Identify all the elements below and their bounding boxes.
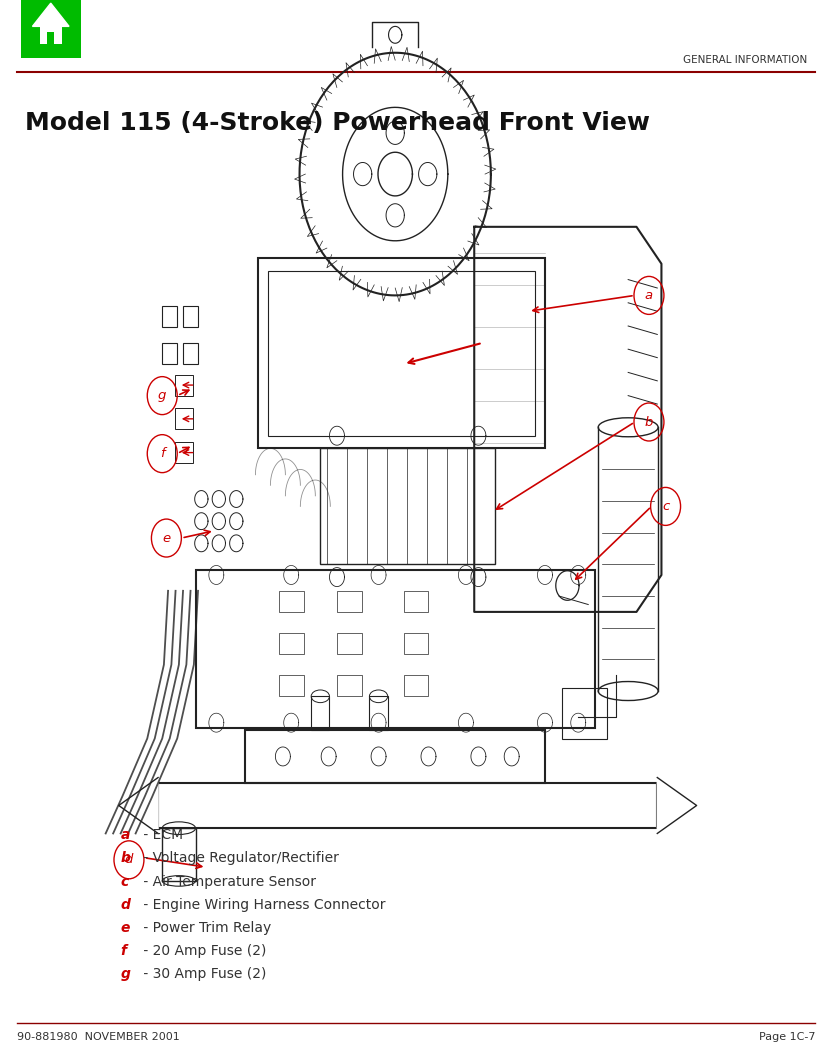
Bar xyxy=(369,696,388,730)
Bar xyxy=(175,442,193,463)
Text: - Power Trim Relay: - Power Trim Relay xyxy=(139,921,271,935)
Bar xyxy=(175,408,193,429)
Text: g: g xyxy=(158,389,166,402)
Bar xyxy=(311,696,329,730)
Bar xyxy=(196,570,595,728)
Text: a: a xyxy=(121,828,130,842)
Text: a: a xyxy=(645,289,653,302)
Text: Page 1C-7: Page 1C-7 xyxy=(759,1032,815,1041)
Polygon shape xyxy=(32,3,69,26)
Bar xyxy=(337,675,362,696)
Text: - 30 Amp Fuse (2): - 30 Amp Fuse (2) xyxy=(139,967,266,981)
Bar xyxy=(337,591,362,612)
Text: e: e xyxy=(121,921,130,935)
Bar xyxy=(175,375,193,396)
Text: - Voltage Regulator/Rectifier: - Voltage Regulator/Rectifier xyxy=(139,851,339,865)
Text: d: d xyxy=(121,898,131,912)
Bar xyxy=(158,783,657,828)
Bar xyxy=(162,306,177,327)
Text: c: c xyxy=(662,500,669,513)
Text: d: d xyxy=(125,853,133,866)
Bar xyxy=(337,633,362,654)
Bar xyxy=(245,730,545,783)
Bar xyxy=(268,271,535,436)
Text: f: f xyxy=(160,447,165,460)
Text: - ECM: - ECM xyxy=(139,828,183,842)
Text: b: b xyxy=(645,416,653,428)
Text: Model 115 (4-Stroke) Powerhead Front View: Model 115 (4-Stroke) Powerhead Front Vie… xyxy=(25,111,650,135)
Text: - 20 Amp Fuse (2): - 20 Amp Fuse (2) xyxy=(139,944,266,958)
Polygon shape xyxy=(657,778,696,833)
Bar xyxy=(404,633,428,654)
Bar xyxy=(404,675,428,696)
Bar xyxy=(279,591,304,612)
Text: g: g xyxy=(121,967,131,981)
Text: 90-881980  NOVEMBER 2001: 90-881980 NOVEMBER 2001 xyxy=(17,1032,180,1041)
Text: f: f xyxy=(121,944,126,958)
Text: c: c xyxy=(121,875,129,888)
Bar xyxy=(258,258,545,448)
Bar xyxy=(279,675,304,696)
Bar xyxy=(562,688,607,738)
Bar xyxy=(162,828,196,881)
Bar xyxy=(183,343,198,364)
Text: - Air Temperature Sensor: - Air Temperature Sensor xyxy=(139,875,316,888)
Bar xyxy=(320,448,495,564)
Polygon shape xyxy=(119,778,158,833)
FancyBboxPatch shape xyxy=(47,32,54,43)
FancyBboxPatch shape xyxy=(21,0,81,58)
Text: b: b xyxy=(121,851,131,865)
Bar xyxy=(183,306,198,327)
Bar xyxy=(162,343,177,364)
FancyBboxPatch shape xyxy=(40,25,62,43)
Bar xyxy=(404,591,428,612)
Text: - Engine Wiring Harness Connector: - Engine Wiring Harness Connector xyxy=(139,898,385,912)
Bar xyxy=(279,633,304,654)
Text: GENERAL INFORMATION: GENERAL INFORMATION xyxy=(683,56,807,65)
Text: e: e xyxy=(162,532,171,544)
